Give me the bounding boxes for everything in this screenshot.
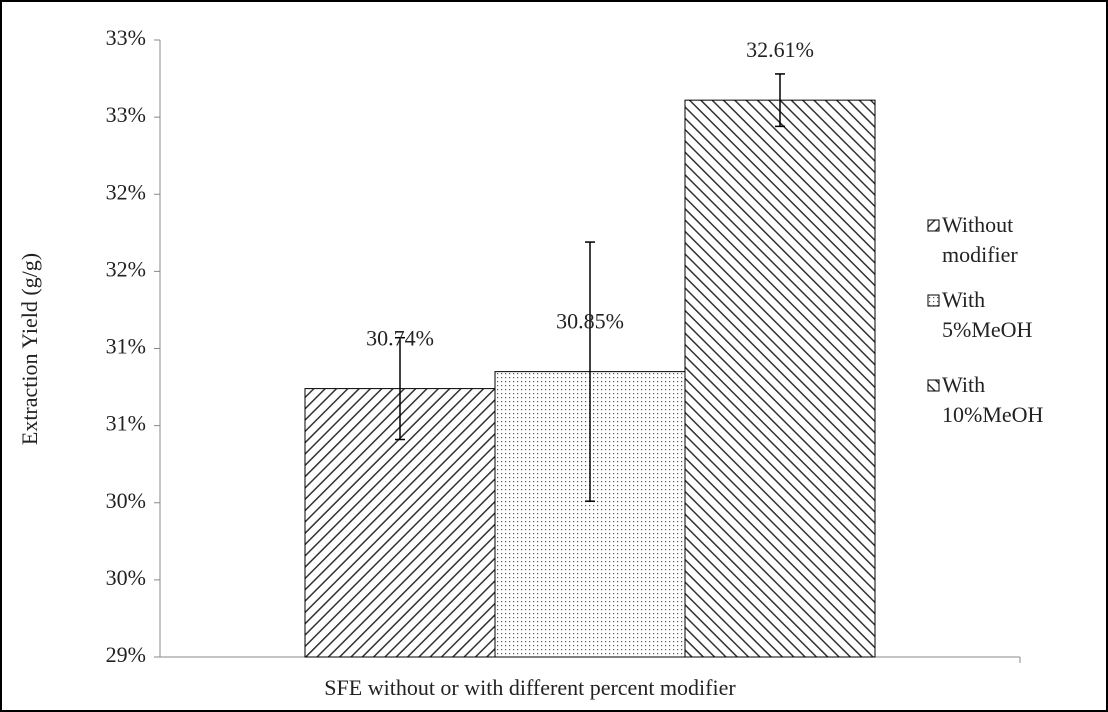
- y-axis-label: Extraction Yield (g/g): [17, 253, 42, 445]
- y-tick-label: 31%: [106, 411, 146, 436]
- legend-entry: With 10%MeOH: [942, 372, 1044, 427]
- y-tick-label: 30%: [106, 488, 146, 513]
- error-bar: [395, 336, 405, 441]
- legend-entry: With 5%MeOH: [942, 287, 1033, 342]
- y-tick-label: 30%: [106, 565, 146, 590]
- error-bar: [775, 73, 785, 128]
- data-label: 32.61%: [746, 37, 814, 62]
- data-label: 30.74%: [366, 326, 434, 351]
- y-tick-label: 32%: [106, 256, 146, 281]
- y-tick-label: 33%: [106, 25, 146, 50]
- legend-swatch: [927, 294, 940, 307]
- y-tick-label: 32%: [106, 179, 146, 204]
- y-tick-label: 33%: [106, 102, 146, 127]
- legend-swatch: [927, 379, 940, 392]
- legend-label: With 5%MeOH: [942, 287, 1033, 342]
- y-tick-label: 29%: [106, 642, 146, 667]
- y-tick-label: 31%: [106, 334, 146, 359]
- bar: [684, 99, 876, 658]
- legend-label: With 10%MeOH: [942, 372, 1044, 427]
- legend-swatch: [927, 219, 940, 232]
- legend-entry: Without modifier: [942, 212, 1018, 267]
- data-label: 30.85%: [556, 309, 624, 334]
- x-axis-label: SFE without or with different percent mo…: [324, 675, 736, 700]
- legend-label: Without modifier: [942, 212, 1018, 267]
- error-bar: [585, 241, 595, 502]
